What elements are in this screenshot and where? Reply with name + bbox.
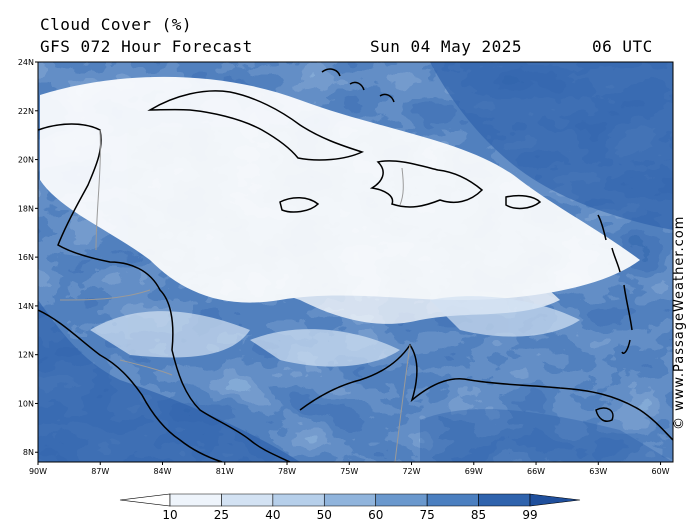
borders [59,129,411,462]
lon-label: 66W [527,467,545,476]
legend-swatch [375,493,428,507]
lat-label: 24N [18,58,34,67]
lat-label: 10N [18,399,34,408]
lon-label: 84W [153,467,171,476]
credit-text: © www.PassageWeather.com [672,215,687,430]
legend-label: 75 [420,508,435,522]
lon-label: 75W [340,467,358,476]
lon-label: 78W [278,467,296,476]
forecast-date: Sun 04 May 2025 [370,37,522,56]
map-frame [37,61,674,463]
lon-label: 60W [652,467,670,476]
legend: 10 25 40 50 60 75 85 99 [119,493,581,522]
lat-label: 20N [18,156,34,165]
lat-label: 16N [18,253,34,262]
legend-swatch [478,493,531,507]
lon-label: 69W [465,467,483,476]
legend-label: 99 [522,508,537,522]
lat-label: 18N [18,204,34,213]
lat-label: 12N [18,351,34,360]
legend-swatch [272,493,325,507]
forecast-time: 06 UTC [592,37,653,56]
legend-swatch [323,493,377,507]
longitude-axis: 90W 87W 84W 81W 78W 75W 72W 69W 66W 63W 60W [29,462,670,476]
legend-label: 50 [317,508,332,522]
legend-label: 10 [162,508,177,522]
chart-title: Cloud Cover (%) [40,15,192,34]
lon-label: 63W [589,467,607,476]
lon-label: 72W [402,467,420,476]
legend-arrow-high [529,493,581,507]
coastlines [38,68,673,462]
legend-label: 40 [265,508,280,522]
lat-label: 14N [18,302,34,311]
legend-swatch [169,493,222,507]
lon-label: 90W [29,467,47,476]
forecast-label: GFS 072 Hour Forecast [40,37,253,56]
latitude-axis: 24N 22N 20N 18N 16N 14N 12N 10N 8N [18,58,38,457]
cloud-field [38,62,673,462]
legend-arrow-low [119,493,171,507]
lon-label: 87W [91,467,109,476]
legend-swatch [221,493,274,507]
lat-label: 22N [18,107,34,116]
legend-label: 25 [214,508,229,522]
lon-label: 81W [216,467,234,476]
legend-swatch [426,493,479,507]
lat-label: 8N [23,448,34,457]
legend-label: 60 [368,508,383,522]
legend-label: 85 [471,508,486,522]
